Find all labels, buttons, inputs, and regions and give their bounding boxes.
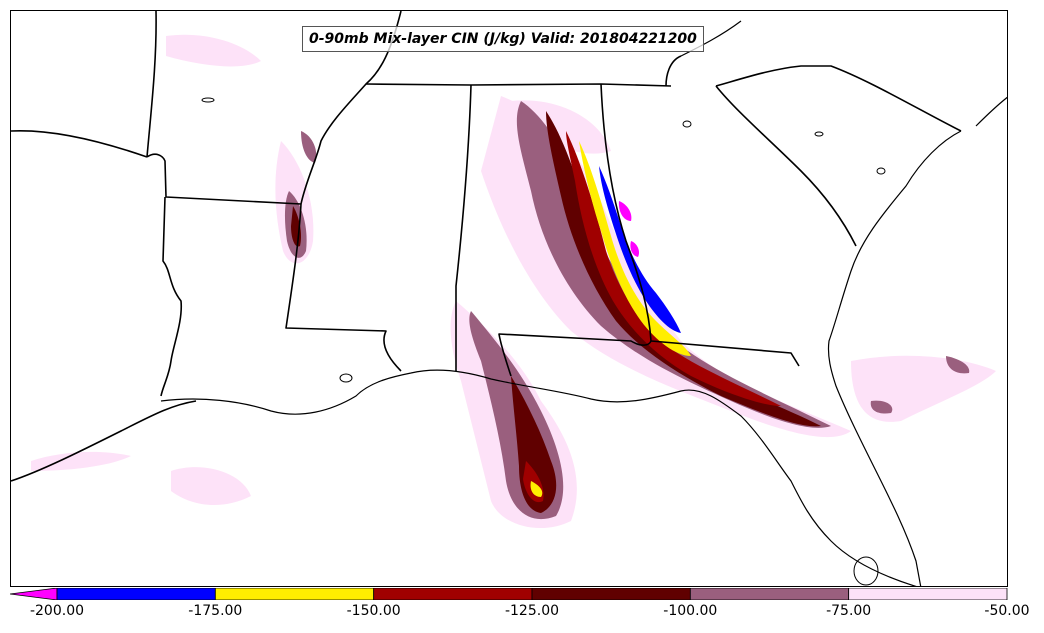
colorbar-tick-label: -200.00: [29, 603, 85, 619]
colorbar-bin: [56, 588, 216, 600]
cin-field-yellow: [530, 141, 691, 497]
colorbar-tick-label: -150.00: [346, 603, 401, 619]
colorbar-bin: [848, 588, 1008, 600]
colorbar-bin: [689, 588, 850, 600]
lakes: [201, 97, 886, 586]
map-title: 0-90mb Mix-layer CIN (J/kg) Valid: 20180…: [302, 26, 704, 52]
colorbar-tick-label: -175.00: [188, 603, 243, 619]
colorbar: [10, 588, 1008, 600]
colorbar-ticks: -200.00 -175.00 -150.00 -125.00 -100.00 -75.0…: [0, 600, 1044, 633]
colorbar-extend-min: [10, 588, 58, 600]
colorbar-bin: [214, 588, 375, 600]
colorbar-bin: [373, 588, 533, 600]
colorbar-tick-label: -125.00: [504, 603, 560, 619]
colorbar-tick-label: -100.00: [663, 603, 718, 619]
state-boundaries: [11, 11, 962, 482]
cin-field-magenta: [618, 201, 640, 257]
map-svg: [11, 11, 1007, 586]
coastline: [160, 20, 1007, 586]
colorbar-tick-label: -50.00: [984, 603, 1030, 619]
colorbar-tick-label: -75.00: [826, 603, 872, 619]
map-panel: 0-90mb Mix-layer CIN (J/kg) Valid: 20180…: [10, 10, 1008, 587]
colorbar-bin: [531, 588, 691, 600]
